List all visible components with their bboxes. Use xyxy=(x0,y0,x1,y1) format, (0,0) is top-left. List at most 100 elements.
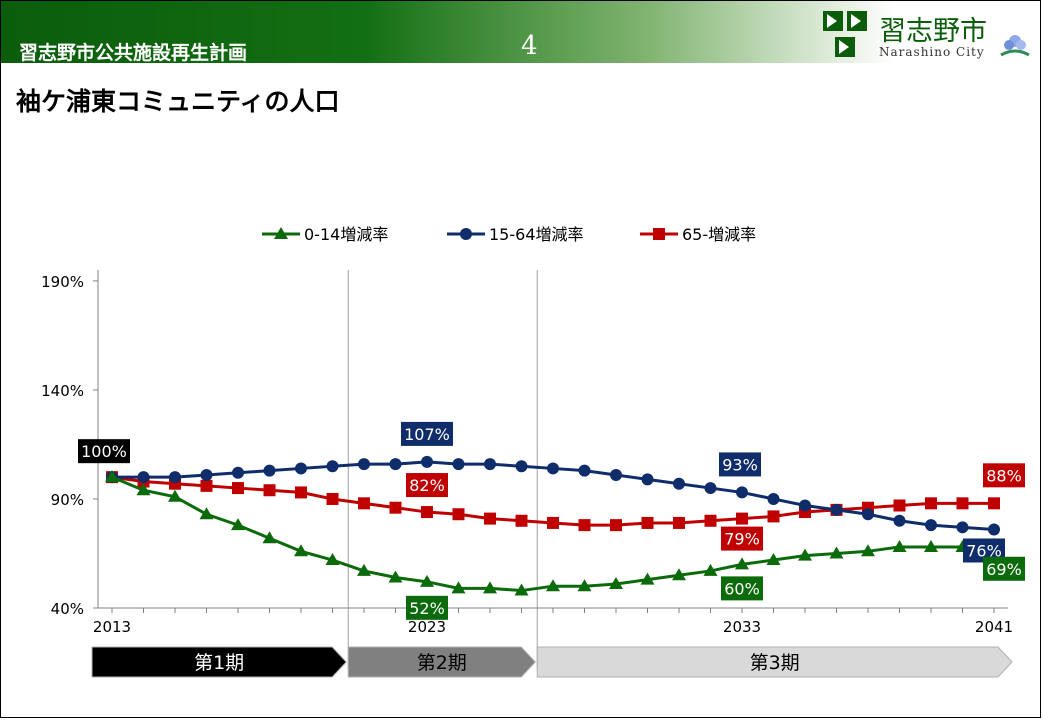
logo-subtext: Narashino City xyxy=(879,45,985,59)
data-point xyxy=(577,579,592,592)
data-point xyxy=(892,539,907,552)
data-label-text: 52% xyxy=(409,599,445,618)
data-point xyxy=(274,227,288,239)
data-label-text: 69% xyxy=(986,560,1022,579)
data-point xyxy=(610,519,622,532)
data-label: 69% xyxy=(983,556,1025,581)
x-tick-label: 2013 xyxy=(93,618,131,636)
data-point xyxy=(460,228,472,240)
legend-label: 15-64増減率 xyxy=(489,225,584,244)
data-point xyxy=(640,572,655,585)
data-point xyxy=(168,489,182,502)
legend-label: 0-14増減率 xyxy=(304,225,388,244)
data-point xyxy=(830,503,843,516)
data-point xyxy=(231,518,245,531)
data-label-text: 60% xyxy=(724,579,760,598)
data-point xyxy=(546,579,560,592)
page-number: 4 xyxy=(521,31,538,61)
data-label-text: 76% xyxy=(966,541,1002,560)
data-point xyxy=(641,473,654,486)
city-logo: 習志野市 Narashino City xyxy=(821,9,1031,64)
data-point xyxy=(452,508,465,521)
phase-1: 第1期 xyxy=(91,646,347,678)
data-point xyxy=(703,563,718,576)
data-point xyxy=(169,471,181,484)
data-label-box xyxy=(983,463,1025,488)
logo-text: 習志野市 xyxy=(879,16,987,47)
phase-3: 第3期 xyxy=(536,646,1013,678)
data-label-text: 88% xyxy=(986,466,1022,485)
data-point xyxy=(641,516,654,529)
header-title: 習志野市公共施設再生計画 xyxy=(19,42,248,64)
data-point xyxy=(704,482,717,495)
data-point xyxy=(263,464,276,477)
data-point xyxy=(105,470,119,483)
data-label-text: 79% xyxy=(724,530,760,549)
data-label: 79% xyxy=(721,526,763,551)
y-tick-label: 190% xyxy=(41,273,84,291)
data-point xyxy=(610,468,622,481)
data-label-box xyxy=(406,595,448,620)
data-point xyxy=(295,462,307,475)
data-label: 107% xyxy=(401,421,453,446)
chart-series xyxy=(105,455,1001,596)
data-point xyxy=(388,570,403,583)
data-point xyxy=(358,458,370,471)
data-label-box xyxy=(401,421,453,446)
data-point xyxy=(389,458,402,471)
phase-arrow xyxy=(347,646,536,678)
data-label-box xyxy=(983,556,1025,581)
data-point xyxy=(389,501,402,514)
data-label-text: 82% xyxy=(409,476,445,495)
chart-axes: 40% 90% 140% 190% 2013 2023 2033 2041 xyxy=(41,270,1013,636)
phase-arrow xyxy=(91,646,347,678)
data-label-box xyxy=(78,439,130,464)
phase-arrow xyxy=(536,646,1013,678)
data-point xyxy=(673,477,685,490)
data-point xyxy=(893,499,906,512)
data-label: 100% xyxy=(78,439,130,464)
data-point xyxy=(326,460,339,473)
data-point xyxy=(421,506,433,519)
data-point xyxy=(451,581,466,594)
header-bar: 習志野市公共施設再生計画 4 習志野市 Narashino City xyxy=(1,1,1040,64)
data-point xyxy=(924,539,938,552)
data-label: 60% xyxy=(721,576,763,601)
chart-data-labels: 100% 107% 93% 76% 82% 79% 88% 52% 60% 69% xyxy=(78,421,1025,620)
phase-label: 第3期 xyxy=(750,652,800,674)
data-point xyxy=(862,508,874,521)
data-point xyxy=(861,544,875,557)
data-point xyxy=(988,523,1000,536)
data-point xyxy=(515,514,528,527)
x-tick-label: 2023 xyxy=(408,618,446,636)
data-point xyxy=(483,581,497,594)
data-point xyxy=(767,492,780,505)
data-point xyxy=(421,455,433,468)
data-point xyxy=(199,507,214,520)
data-point xyxy=(263,484,276,497)
data-point xyxy=(232,466,244,479)
y-tick-label: 40% xyxy=(51,600,84,618)
data-label: 52% xyxy=(406,595,448,620)
data-point xyxy=(829,546,844,559)
data-point xyxy=(484,458,496,471)
data-point xyxy=(578,519,591,532)
data-point xyxy=(609,577,623,590)
data-point xyxy=(358,497,370,510)
data-point xyxy=(925,519,937,532)
data-point xyxy=(514,583,529,596)
data-point xyxy=(137,471,150,484)
data-point xyxy=(232,482,244,495)
slide-title: 袖ケ浦東コミュニティの人口 xyxy=(16,87,340,116)
data-point xyxy=(200,479,213,492)
series-0 xyxy=(105,470,1001,596)
data-point xyxy=(262,531,277,544)
data-point xyxy=(736,512,748,525)
data-point xyxy=(988,497,1000,510)
data-label-box xyxy=(721,526,763,551)
data-point xyxy=(735,557,749,570)
data-point xyxy=(673,516,685,529)
phase-timeline: 第1期 第2期 第3期 xyxy=(91,646,1013,678)
logo-arrows-icon xyxy=(823,11,867,57)
series-line xyxy=(111,475,995,593)
